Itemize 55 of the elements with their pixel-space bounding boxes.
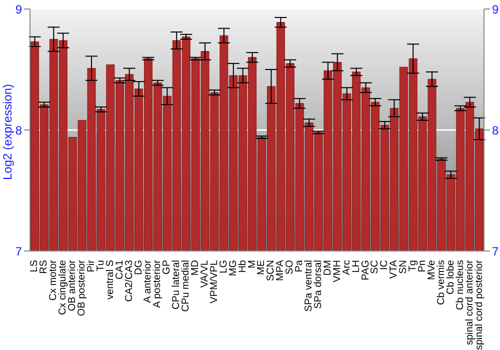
x-tick-label: Cb lobe: [445, 260, 456, 294]
x-tick-label: Tg: [408, 260, 419, 272]
x-tick-label: spinal cord posterior: [474, 259, 485, 350]
x-tick-label: VPM/VPL: [208, 260, 220, 304]
x-tick-label: DM: [322, 260, 334, 276]
x-tick-label: LG: [218, 260, 230, 274]
x-tick-label: CA1: [114, 260, 126, 280]
x-tick-label: Hb: [237, 260, 248, 273]
x-tick-label: LS: [29, 260, 40, 272]
y-tick-label: 9: [15, 2, 22, 16]
x-tick-label: VA/VL: [199, 260, 210, 288]
x-tick-label: Cb vermis: [436, 260, 447, 306]
x-tick-label: SCN: [266, 260, 277, 282]
y-tick-label: 7: [15, 244, 22, 258]
x-tick-label: VMH: [332, 260, 343, 282]
y2-tick-label: 9: [492, 2, 499, 16]
x-tick-label: A anterior: [142, 259, 154, 303]
x-tick-label: Cx cingulate: [58, 260, 69, 316]
y-axis-title: Log2 (expression): [0, 84, 14, 180]
x-tick-label: SPa dorsal: [312, 260, 324, 309]
x-tick-label: VTA: [388, 260, 400, 279]
y2-tick-label: 8: [492, 123, 499, 138]
x-tick-label: RS: [38, 260, 50, 274]
x-tick-label: MG: [228, 260, 239, 276]
x-tick-label: SO: [284, 260, 296, 274]
x-tick-label: spinal cord anterior: [464, 259, 476, 346]
x-tick-label: DG: [133, 260, 144, 275]
x-tick-label: SC: [370, 260, 381, 274]
x-tick-label: MPA: [275, 260, 286, 281]
x-tick-label: M: [246, 260, 258, 268]
x-tick-label: Cb nucleus: [454, 260, 466, 310]
x-tick-label: MD: [190, 260, 202, 276]
x-tick-label: LH: [350, 260, 362, 273]
x-tick-label: IC: [379, 260, 390, 270]
x-tick-label: Arc: [341, 260, 352, 275]
x-tick-label: CA2/CA3: [124, 260, 135, 302]
x-tick-label: SPa ventral: [304, 260, 315, 312]
y-tick-label: 8: [15, 123, 22, 138]
x-tick-label: A posterior: [152, 259, 164, 308]
x-tick-label: CPu lateral: [171, 260, 182, 310]
x-tick-label: ME: [256, 260, 268, 275]
x-tick-label: Pa: [294, 260, 306, 272]
x-tick-label: OB posterior: [76, 259, 88, 316]
x-tick-label: Pn: [417, 260, 428, 272]
x-tick-label: Tu: [95, 260, 106, 272]
x-tick-label: Pir: [86, 259, 97, 272]
x-tick-label: MVe: [426, 260, 438, 280]
x-tick-label: PAG: [360, 260, 372, 280]
x-tick-label: ventral S: [104, 260, 116, 300]
x-tick-label: CPu medial: [180, 260, 192, 312]
x-tick-label: OB anterior: [67, 259, 78, 312]
x-tick-label: SN: [398, 260, 410, 274]
x-tick-label: GP: [162, 260, 173, 274]
y2-tick-label: 7: [492, 244, 499, 258]
x-tick-label: Cx motor: [48, 259, 60, 301]
